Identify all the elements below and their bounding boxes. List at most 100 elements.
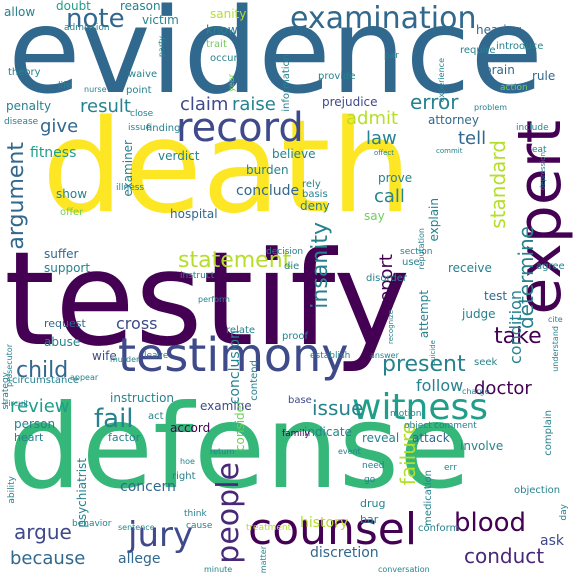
word-allege: allege: [118, 551, 161, 567]
word-penalty: penalty: [6, 99, 52, 113]
word-attack: attack: [412, 431, 450, 445]
word-drug: drug: [360, 497, 386, 510]
word-burden: burden: [246, 163, 289, 177]
word-information: information: [281, 54, 292, 112]
word-motion: motion: [390, 409, 422, 419]
word-ability: ability: [7, 476, 17, 504]
word-discretion: discretion: [310, 545, 379, 561]
word-doctor: doctor: [474, 378, 532, 399]
word-recognize: recognize: [387, 310, 395, 344]
word-law: law: [366, 128, 397, 149]
word-error: error: [410, 90, 459, 114]
word-note: note: [66, 4, 125, 34]
word-support: support: [44, 261, 91, 275]
word-close: close: [130, 109, 154, 119]
word-hearing: hearing: [476, 23, 522, 37]
word-bar: bar: [360, 513, 379, 526]
word-insanity: insanity: [308, 222, 333, 309]
word-circumstance: circumstance: [12, 375, 79, 386]
word-trait: trait: [206, 39, 227, 50]
word-die: die: [284, 261, 300, 272]
word-life: life: [58, 81, 72, 91]
word-judge: judge: [462, 307, 496, 321]
word-event: event: [338, 447, 361, 456]
word-theory: theory: [8, 67, 41, 78]
word-point: point: [126, 85, 152, 96]
word-statement: statement: [178, 248, 292, 273]
word-counsel: counsel: [248, 504, 418, 555]
word-victim: victim: [142, 13, 179, 27]
word-finding: finding: [146, 123, 181, 134]
word-eat: eat: [532, 145, 547, 155]
word-jury: jury: [128, 515, 194, 555]
word-need: need: [362, 461, 385, 471]
word-object: object: [404, 421, 432, 431]
word-issue: issue: [312, 396, 364, 420]
word-doubt: doubt: [56, 0, 91, 13]
word-evidence: evidence: [8, 0, 543, 120]
word-understand: understand: [551, 326, 560, 372]
word-contend: contend: [249, 360, 260, 401]
word-instruct: instruct: [180, 271, 215, 281]
word-take: take: [494, 324, 542, 349]
word-illness: illness: [116, 183, 145, 193]
word-err: err: [444, 463, 457, 473]
word-conform: conform: [418, 523, 460, 534]
word-psychiatrist: psychiatrist: [75, 458, 89, 528]
word-introduce: introduce: [496, 41, 544, 52]
word-attorney: attorney: [428, 113, 479, 127]
word-give: give: [40, 116, 79, 137]
word-proof: proof: [282, 331, 308, 342]
word-death: death: [42, 93, 412, 242]
word-examine: examine: [200, 399, 252, 413]
word-follow: follow: [416, 376, 464, 395]
word-hoe: hoe: [180, 457, 195, 466]
word-disease: disease: [4, 117, 39, 127]
word-review: review: [10, 396, 70, 417]
word-prosecutor: prosecutor: [5, 344, 14, 387]
word-answer: answer: [370, 351, 399, 360]
word-raise: raise: [232, 94, 276, 115]
word-standard: standard: [486, 140, 510, 229]
word-claim: claim: [180, 94, 229, 115]
word-request: request: [44, 317, 86, 330]
word-abuse: abuse: [44, 335, 81, 349]
word-problem: problem: [474, 103, 508, 112]
word-explain: explain: [427, 198, 441, 242]
word-right: right: [172, 471, 196, 482]
word-decision: decision: [266, 247, 304, 257]
word-treatment: treatment: [246, 523, 292, 533]
word-call: call: [374, 186, 405, 207]
word-person: person: [14, 417, 56, 431]
word-disorder: disorder: [366, 273, 408, 284]
word-act: act: [148, 411, 164, 422]
word-include: include: [516, 123, 549, 133]
word-use: use: [402, 257, 420, 268]
word-involve: involve: [460, 439, 504, 453]
word-fitness: fitness: [30, 145, 77, 161]
word-par: par: [384, 51, 399, 61]
word-occur: occur: [210, 53, 238, 64]
word-testify: testify: [4, 223, 411, 375]
word-section: section: [400, 247, 433, 257]
word-reveal: reveal: [362, 431, 400, 445]
word-circuit: circuit: [4, 399, 29, 408]
word-fail: fail: [94, 404, 134, 434]
word-behavior: behavior: [72, 519, 112, 529]
word-admit: admit: [346, 108, 399, 129]
word-medication: medication: [423, 470, 434, 526]
word-say: say: [364, 209, 385, 223]
word-sentence: sentence: [118, 523, 155, 532]
word-prejudice: prejudice: [322, 95, 378, 109]
word-appear: appear: [70, 373, 99, 382]
word-test: test: [484, 289, 508, 303]
word-wife: wife: [92, 349, 117, 363]
word-base: base: [288, 395, 312, 406]
word-day: day: [559, 504, 569, 521]
word-waive: waive: [128, 69, 158, 80]
word-argue: argue: [14, 520, 72, 544]
word-nurse: nurse: [84, 85, 107, 94]
word-condition: condition: [506, 290, 525, 364]
word-people: people: [211, 462, 246, 564]
word-relate: relate: [226, 325, 256, 336]
